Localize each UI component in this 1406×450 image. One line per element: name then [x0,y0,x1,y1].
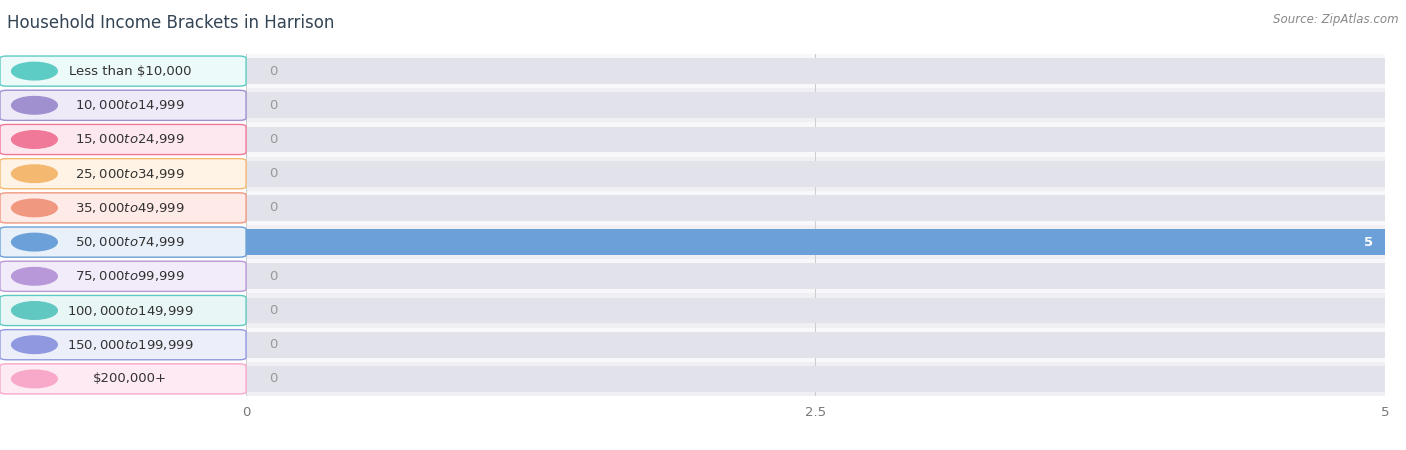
Bar [246,362,1385,396]
Bar [246,191,1385,225]
Text: $10,000 to $14,999: $10,000 to $14,999 [75,98,186,112]
Text: Household Income Brackets in Harrison: Household Income Brackets in Harrison [7,14,335,32]
Bar [246,161,1385,186]
Text: 5: 5 [1364,236,1374,248]
Text: $150,000 to $199,999: $150,000 to $199,999 [67,338,193,352]
Text: 0: 0 [269,65,277,77]
Text: Less than $10,000: Less than $10,000 [69,65,191,77]
Bar [246,328,1385,362]
Bar [246,54,1385,88]
Bar [246,230,1385,255]
Text: $50,000 to $74,999: $50,000 to $74,999 [75,235,186,249]
Bar [246,263,1385,289]
Text: Source: ZipAtlas.com: Source: ZipAtlas.com [1274,14,1399,27]
Bar [246,259,1385,293]
Text: 0: 0 [269,133,277,146]
Text: 0: 0 [269,99,277,112]
Bar [246,230,1385,255]
Text: $75,000 to $99,999: $75,000 to $99,999 [75,269,186,284]
Text: 0: 0 [269,202,277,214]
Bar [246,88,1385,122]
Text: 0: 0 [269,167,277,180]
Text: $15,000 to $24,999: $15,000 to $24,999 [75,132,186,147]
Bar [246,122,1385,157]
Text: 0: 0 [269,270,277,283]
Bar [246,58,1385,84]
Bar [246,93,1385,118]
Bar [246,157,1385,191]
Bar [246,225,1385,259]
Bar [246,293,1385,328]
Text: $35,000 to $49,999: $35,000 to $49,999 [75,201,186,215]
Bar [246,298,1385,323]
Text: 0: 0 [269,373,277,385]
Bar [246,127,1385,152]
Bar [246,332,1385,357]
Bar [246,195,1385,220]
Text: 0: 0 [269,338,277,351]
Text: $200,000+: $200,000+ [93,373,167,385]
Text: $25,000 to $34,999: $25,000 to $34,999 [75,166,186,181]
Bar [246,366,1385,392]
Text: 0: 0 [269,304,277,317]
Text: $100,000 to $149,999: $100,000 to $149,999 [67,303,193,318]
